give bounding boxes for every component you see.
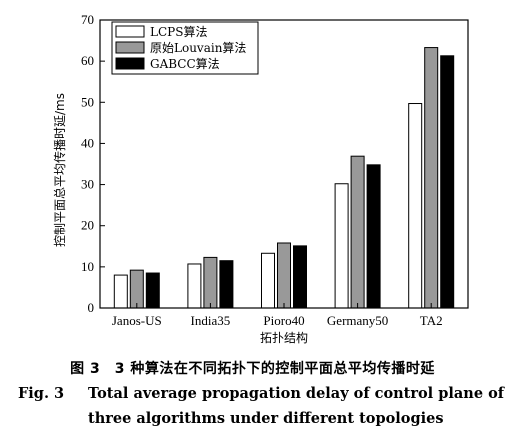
figure-caption-english-line2: three algorithms under different topolog… xyxy=(88,410,444,427)
y-tick-label: 70 xyxy=(81,12,94,27)
bar xyxy=(187,263,202,309)
figure-caption-english-line1: Fig. 3 Total average propagation delay of… xyxy=(18,385,504,402)
x-axis-title: 拓扑结构 xyxy=(260,330,308,345)
y-tick-label: 0 xyxy=(88,300,95,315)
y-tick-label: 40 xyxy=(81,135,94,150)
bar xyxy=(408,103,423,309)
legend-swatch xyxy=(115,57,145,70)
bar xyxy=(440,55,455,309)
legend-swatch xyxy=(115,25,145,38)
x-tick-label: Janos-US xyxy=(112,313,162,328)
bar xyxy=(203,256,218,309)
bar xyxy=(424,47,439,309)
bar xyxy=(219,260,234,309)
caption-english-text-1: Total average propagation delay of contr… xyxy=(88,385,504,402)
figure-number: Fig. 3 xyxy=(18,385,65,402)
bar xyxy=(350,155,365,309)
bar xyxy=(113,274,128,309)
bar-chart: 0 10 20 30 40 50 60 70 Janos-US India35 Pioro40 Ger… xyxy=(52,12,469,345)
x-tick-label: TA2 xyxy=(420,313,443,328)
figure-caption-chinese: 图 3 3 种算法在不同拓扑下的控制平面总平均传播时延 xyxy=(70,361,435,377)
bar xyxy=(293,245,307,309)
y-tick-label: 30 xyxy=(81,177,94,192)
legend-label: 原始Louvain算法 xyxy=(150,40,246,55)
x-tick-label: India35 xyxy=(191,313,231,328)
y-tick-label: 10 xyxy=(81,259,94,274)
axes-group: 0 10 20 30 40 50 60 70 Janos-US India35 Pioro40 Ger… xyxy=(81,12,469,328)
legend-label: GABCC算法 xyxy=(150,56,220,71)
bars-group xyxy=(113,47,455,309)
y-axis-title: 控制平面总平均传播时延/ms xyxy=(52,93,67,247)
bar xyxy=(145,272,160,309)
y-tick-label: 20 xyxy=(81,218,94,233)
bar xyxy=(277,242,291,309)
x-tick-label: Pioro40 xyxy=(263,313,304,328)
y-tick-label: 50 xyxy=(81,94,94,109)
bar xyxy=(334,183,349,309)
legend-label: LCPS算法 xyxy=(150,24,207,39)
bar xyxy=(129,269,144,309)
bar xyxy=(261,252,275,309)
bar xyxy=(366,164,381,309)
y-tick-label: 60 xyxy=(81,53,94,68)
legend-swatch xyxy=(115,41,145,54)
x-tick-label: Germany50 xyxy=(327,313,388,328)
